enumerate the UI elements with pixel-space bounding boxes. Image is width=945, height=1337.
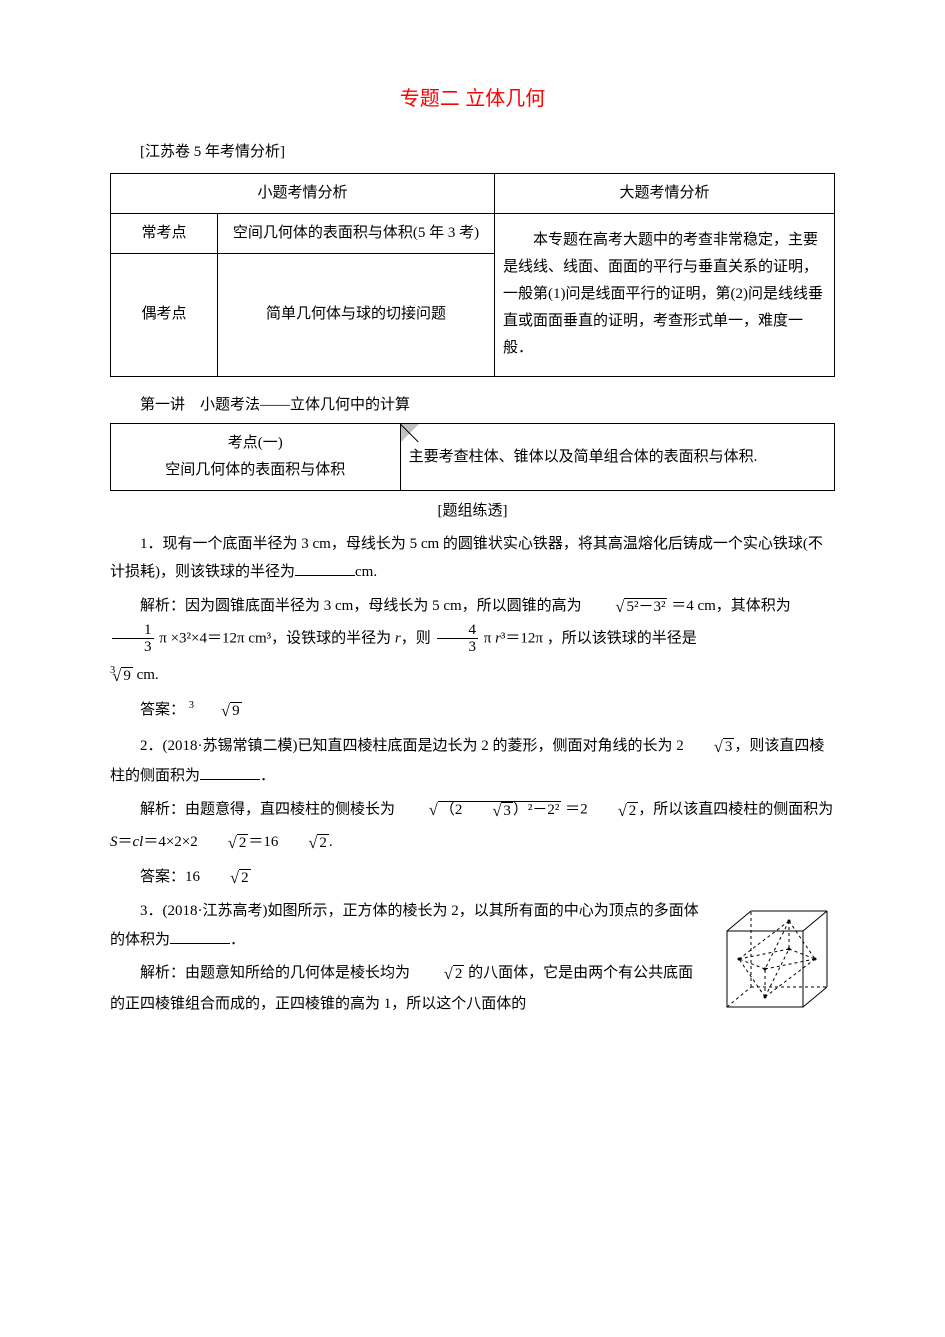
q1-sol-d: ，则 <box>401 630 431 646</box>
lecture-heading: 第一讲 小题考法——立体几何中的计算 <box>110 391 835 420</box>
table-row: 常考点 空间几何体的表面积与体积(5 年 3 考) 本专题在高考大题中的考查非常… <box>111 213 835 253</box>
q1-solution-tail: 3√9 cm. <box>110 660 835 691</box>
sqrt-outer-rest: ²－2² <box>528 802 560 818</box>
q2-sol-f: ＝16 <box>248 834 278 850</box>
table-row: 考点(一) 空间几何体的表面积与体积 主要考查柱体、锥体以及简单组合体的表面积与… <box>111 424 835 491</box>
q2-answer-label: 答案：16 <box>140 869 200 885</box>
q1-sol-f: ³＝12π ，所以该铁球的半径是 <box>501 630 697 646</box>
sqrt-body: 2 <box>453 965 465 982</box>
fraction: 13 <box>112 622 154 656</box>
sub-table: 考点(一) 空间几何体的表面积与体积 主要考查柱体、锥体以及简单组合体的表面积与… <box>110 423 835 491</box>
var-cl: cl <box>133 834 144 850</box>
q2-sol-a: 解析：由题意得，直四棱柱的侧棱长为 <box>140 802 395 818</box>
sub-right-cell: 主要考查柱体、锥体以及简单组合体的表面积与体积. <box>400 424 834 491</box>
sqrt-expr: √2 <box>414 958 465 989</box>
sub-left-top: 考点(一) <box>228 435 283 451</box>
q1-sol-c: π ×3²×4＝12π cm³，设铁球的半径为 <box>159 630 395 646</box>
q2-stem-c: ． <box>260 768 275 784</box>
analysis-table: 小题考情分析 大题考情分析 常考点 空间几何体的表面积与体积(5 年 3 考) … <box>110 173 835 377</box>
q1-sol-g: cm. <box>133 667 159 683</box>
cube-octahedron-figure <box>715 901 835 1032</box>
fraction: 43 <box>437 622 479 656</box>
q2-sol-c: ，所以该直四棱柱的侧面积为 <box>638 802 833 818</box>
row-small-1: 空间几何体的表面积与体积(5 年 3 考) <box>218 213 495 253</box>
sqrt-body: 3 <box>723 738 735 755</box>
sqrt-inner: √3 <box>462 795 513 826</box>
exam-caption: [江苏卷 5 年考情分析] <box>110 138 835 167</box>
q2-sol-g: . <box>329 834 333 850</box>
row-small-2: 简单几何体与球的切接问题 <box>218 253 495 376</box>
table-header-row: 小题考情分析 大题考情分析 <box>111 173 835 213</box>
q2-stem-a: 2．(2018·苏锡常镇二模)已知直四棱柱底面是边长为 2 的菱形，侧面对角线的… <box>140 738 673 754</box>
cube-svg <box>715 901 835 1021</box>
blank-line <box>170 928 230 944</box>
q1-answer: 答案： 3√9 <box>110 695 835 726</box>
sqrt-expr: √2 <box>200 862 251 893</box>
blank-line <box>200 764 260 780</box>
q1-sol-a: 解析：因为圆锥底面半径为 3 cm，母线长为 5 cm，所以圆锥的高为 <box>140 598 582 614</box>
cbrt-body: 9 <box>230 702 242 719</box>
q1-stem-text: 1．现有一个底面半径为 3 cm，母线长为 5 cm 的圆锥状实心铁器，将其高温… <box>110 536 823 581</box>
cbrt-expr: √9 <box>191 695 242 726</box>
q3-stem-b: ． <box>230 932 245 948</box>
sqrt-body: 2 <box>239 869 251 886</box>
q1-sol-b: ＝4 cm，其体积为 <box>671 598 791 614</box>
sqrt-body: 3 <box>501 802 513 819</box>
sqrt-expr: √2 <box>278 827 329 858</box>
blank-line <box>295 560 355 576</box>
q2-answer: 答案：16√2 <box>110 862 835 893</box>
sqrt-expr: √2 <box>198 827 249 858</box>
sqrt-outer: √（2√3）²－2² <box>399 794 562 826</box>
q1-stem: 1．现有一个底面半径为 3 cm，母线长为 5 cm 的圆锥状实心铁器，将其高温… <box>110 530 835 587</box>
header-small: 小题考情分析 <box>111 173 495 213</box>
sqrt-expr: √2 <box>588 795 639 826</box>
q2-solution: 解析：由题意得，直四棱柱的侧棱长为 √（2√3）²－2² ＝2√2，所以该直四棱… <box>110 794 835 858</box>
sqrt-body: 5²－3² <box>624 598 667 615</box>
sqrt-body: 2 <box>317 834 329 851</box>
sqrt-expr: √3 <box>684 731 735 762</box>
row-label-1: 常考点 <box>111 213 218 253</box>
q1-stem-unit: cm. <box>355 564 377 580</box>
q1-solution: 解析：因为圆锥底面半径为 3 cm，母线长为 5 cm，所以圆锥的高为 √5²－… <box>110 591 835 656</box>
sub-left-cell: 考点(一) 空间几何体的表面积与体积 <box>111 424 401 491</box>
cbrt-expr: √9 <box>112 660 133 691</box>
q1-answer-label: 答案： <box>140 702 185 718</box>
sqrt-body: 2 <box>627 802 639 819</box>
q2-sol-e: ＝4×2×2 <box>143 834 197 850</box>
q2-sol-d: ＝ <box>118 834 133 850</box>
sub-left-bottom: 空间几何体的表面积与体积 <box>165 462 345 478</box>
sqrt-body: 2 <box>237 834 249 851</box>
q1-sol-e: π <box>484 630 495 646</box>
var-S: S <box>110 834 118 850</box>
sub-right-text: 主要考查柱体、锥体以及简单组合体的表面积与体积. <box>409 449 758 465</box>
page-title: 专题二 立体几何 <box>110 80 835 118</box>
q2-stem: 2．(2018·苏锡常镇二模)已知直四棱柱底面是边长为 2 的菱形，侧面对角线的… <box>110 731 835 791</box>
row-label-2: 偶考点 <box>111 253 218 376</box>
group-heading: [题组练透] <box>110 497 835 526</box>
q3-sol-a: 解析：由题意知所给的几何体是棱长均为 <box>140 965 410 981</box>
q2-sol-b: ＝2 <box>565 802 588 818</box>
header-big: 大题考情分析 <box>495 173 835 213</box>
big-right-cell: 本专题在高考大题中的考查非常稳定，主要是线线、线面、面面的平行与垂直关系的证明，… <box>495 213 835 376</box>
sqrt-expr: √5²－3² <box>585 591 667 622</box>
